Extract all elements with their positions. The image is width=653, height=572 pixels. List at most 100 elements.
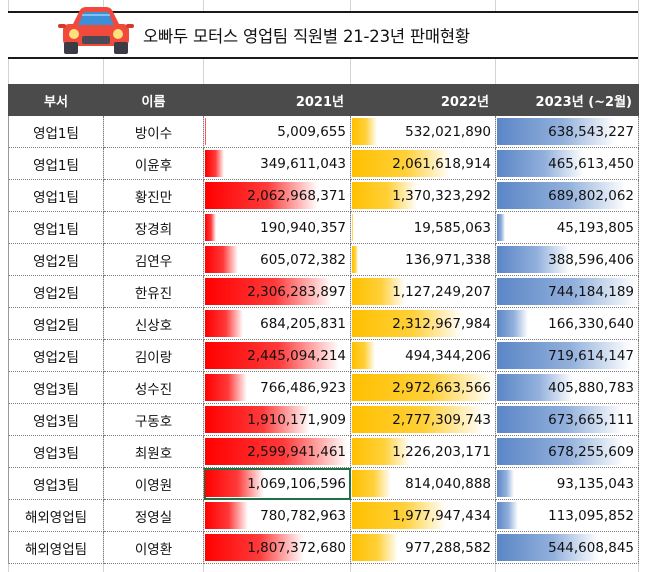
name-cell[interactable]: 구동호 bbox=[103, 403, 204, 436]
value-cell-2023[interactable]: 405,880,783 bbox=[495, 371, 639, 404]
value-cell-2021[interactable]: 1,807,372,680 bbox=[203, 531, 351, 564]
value-cell-2023[interactable]: 93,135,043 bbox=[495, 467, 639, 500]
dept-cell[interactable]: 영업3팀 bbox=[8, 435, 104, 468]
data-bar bbox=[497, 502, 519, 529]
value-cell-2023[interactable]: 113,095,852 bbox=[495, 499, 639, 532]
header-dept[interactable]: 부서 bbox=[8, 84, 104, 116]
value-cell-2022[interactable]: 1,977,947,434 bbox=[350, 499, 496, 532]
value-cell-2022[interactable]: 2,061,618,914 bbox=[350, 147, 496, 180]
dept-cell[interactable]: 영업3팀 bbox=[8, 403, 104, 436]
sales-table: 부서 이름 2021년 2022년 2023년 (~2월) 영업1팀 방이수 5,0… bbox=[8, 84, 639, 564]
header-name[interactable]: 이름 bbox=[103, 84, 204, 116]
name-cell[interactable]: 김연우 bbox=[103, 243, 204, 276]
name-cell[interactable]: 이윤후 bbox=[103, 147, 204, 180]
page-title: 오빠두 모터스 영업팀 직원별 21-23년 판매현황 bbox=[143, 27, 470, 46]
value-cell-2022[interactable]: 2,972,663,566 bbox=[350, 371, 496, 404]
value-cell-2021[interactable]: 5,009,655 bbox=[203, 115, 351, 148]
value-cell-2021[interactable]: 349,611,043 bbox=[203, 147, 351, 180]
name-cell[interactable]: 최원호 bbox=[103, 435, 204, 468]
value-cell-2021[interactable]: 684,205,831 bbox=[203, 307, 351, 340]
value-cell-2023[interactable]: 465,613,450 bbox=[495, 147, 639, 180]
name-cell[interactable]: 신상호 bbox=[103, 307, 204, 340]
table-row: 영업3팀 이영원 1,069,106,596 814,040,888 93,135,04… bbox=[8, 467, 639, 500]
value-text: 814,040,888 bbox=[405, 475, 491, 492]
table-row: 해외영업팀 정영실 780,782,963 1,977,947,434 113,095,… bbox=[8, 499, 639, 532]
table-row: 영업2팀 신상호 684,205,831 2,312,967,984 166,330,6… bbox=[8, 307, 639, 340]
header-2022[interactable]: 2022년 bbox=[350, 84, 496, 116]
value-text: 1,069,106,596 bbox=[247, 475, 346, 492]
value-cell-2023[interactable]: 388,596,406 bbox=[495, 243, 639, 276]
dept-cell[interactable]: 영업2팀 bbox=[8, 339, 104, 372]
car-icon bbox=[58, 7, 134, 54]
value-cell-2021[interactable]: 2,306,283,897 bbox=[203, 275, 351, 308]
dept-cell[interactable]: 영업3팀 bbox=[8, 467, 104, 500]
value-cell-2022[interactable]: 1,226,203,171 bbox=[350, 435, 496, 468]
value-cell-2021[interactable]: 605,072,382 bbox=[203, 243, 351, 276]
name-cell[interactable]: 한유진 bbox=[103, 275, 204, 308]
value-cell-2023[interactable]: 544,608,845 bbox=[495, 531, 639, 564]
name-cell[interactable]: 성수진 bbox=[103, 371, 204, 404]
value-text: 136,971,338 bbox=[405, 251, 491, 268]
value-cell-2021[interactable]: 2,062,968,371 bbox=[203, 179, 351, 212]
value-cell-2022[interactable]: 814,040,888 bbox=[350, 467, 496, 500]
dept-cell[interactable]: 영업1팀 bbox=[8, 211, 104, 244]
value-cell-2022[interactable]: 2,777,309,743 bbox=[350, 403, 496, 436]
value-cell-2021[interactable]: 766,486,923 bbox=[203, 371, 351, 404]
data-bar bbox=[497, 438, 624, 465]
value-cell-2021[interactable]: 780,782,963 bbox=[203, 499, 351, 532]
value-text: 1,226,203,171 bbox=[392, 443, 491, 460]
value-cell-2022[interactable]: 1,127,249,207 bbox=[350, 275, 496, 308]
value-cell-2023[interactable]: 166,330,640 bbox=[495, 307, 639, 340]
value-text: 190,940,357 bbox=[260, 219, 346, 236]
value-cell-2022[interactable]: 1,370,323,292 bbox=[350, 179, 496, 212]
name-cell[interactable]: 황진만 bbox=[103, 179, 204, 212]
value-cell-2021[interactable]: 1,910,171,909 bbox=[203, 403, 351, 436]
dept-cell[interactable]: 영업2팀 bbox=[8, 275, 104, 308]
data-bar bbox=[352, 438, 411, 465]
dept-cell[interactable]: 영업2팀 bbox=[8, 243, 104, 276]
dept-cell[interactable]: 영업1팀 bbox=[8, 147, 104, 180]
value-cell-2021[interactable]: 190,940,357 bbox=[203, 211, 351, 244]
name-cell[interactable]: 방이수 bbox=[103, 115, 204, 148]
value-cell-2022[interactable]: 494,344,206 bbox=[350, 339, 496, 372]
dept-cell[interactable]: 영업1팀 bbox=[8, 115, 104, 148]
data-bar bbox=[352, 374, 493, 401]
value-cell-2023[interactable]: 744,184,189 bbox=[495, 275, 639, 308]
value-cell-2022[interactable]: 19,585,063 bbox=[350, 211, 496, 244]
dept-cell[interactable]: 영업1팀 bbox=[8, 179, 104, 212]
value-cell-2023[interactable]: 638,543,227 bbox=[495, 115, 639, 148]
data-bar bbox=[352, 278, 406, 305]
name-cell[interactable]: 장경희 bbox=[103, 211, 204, 244]
value-cell-2022[interactable]: 2,312,967,984 bbox=[350, 307, 496, 340]
dept-cell[interactable]: 해외영업팀 bbox=[8, 499, 104, 532]
name-cell[interactable]: 김이랑 bbox=[103, 339, 204, 372]
header-2023[interactable]: 2023년 (~2월) bbox=[495, 84, 639, 116]
name-cell[interactable]: 정영실 bbox=[103, 499, 204, 532]
data-bar bbox=[497, 470, 515, 497]
data-bar bbox=[497, 278, 636, 305]
value-cell-2022[interactable]: 977,288,582 bbox=[350, 531, 496, 564]
header-2021[interactable]: 2021년 bbox=[203, 84, 351, 116]
value-cell-2023[interactable]: 673,665,111 bbox=[495, 403, 639, 436]
dept-cell[interactable]: 영업3팀 bbox=[8, 371, 104, 404]
value-cell-2022[interactable]: 136,971,338 bbox=[350, 243, 496, 276]
value-cell-2021[interactable]: 2,445,094,214 bbox=[203, 339, 351, 372]
value-text: 2,312,967,984 bbox=[392, 315, 491, 332]
value-cell-2023[interactable]: 719,614,147 bbox=[495, 339, 639, 372]
value-cell-2022[interactable]: 532,021,890 bbox=[350, 115, 496, 148]
value-cell-2023[interactable]: 45,193,805 bbox=[495, 211, 639, 244]
value-cell-2023[interactable]: 689,802,062 bbox=[495, 179, 639, 212]
dept-cell[interactable]: 해외영업팀 bbox=[8, 531, 104, 564]
value-cell-2021[interactable]: 1,069,106,596 bbox=[203, 467, 351, 500]
value-cell-2021[interactable]: 2,599,941,461 bbox=[203, 435, 351, 468]
value-text: 2,062,968,371 bbox=[247, 187, 346, 204]
dept-cell[interactable]: 영업2팀 bbox=[8, 307, 104, 340]
data-bar bbox=[205, 342, 340, 369]
name-cell[interactable]: 이영환 bbox=[103, 531, 204, 564]
value-text: 2,777,309,743 bbox=[392, 411, 491, 428]
value-cell-2023[interactable]: 678,255,609 bbox=[495, 435, 639, 468]
name-cell[interactable]: 이영원 bbox=[103, 467, 204, 500]
value-text: 1,370,323,292 bbox=[392, 187, 491, 204]
data-bar bbox=[497, 182, 626, 209]
data-bar bbox=[352, 502, 446, 529]
